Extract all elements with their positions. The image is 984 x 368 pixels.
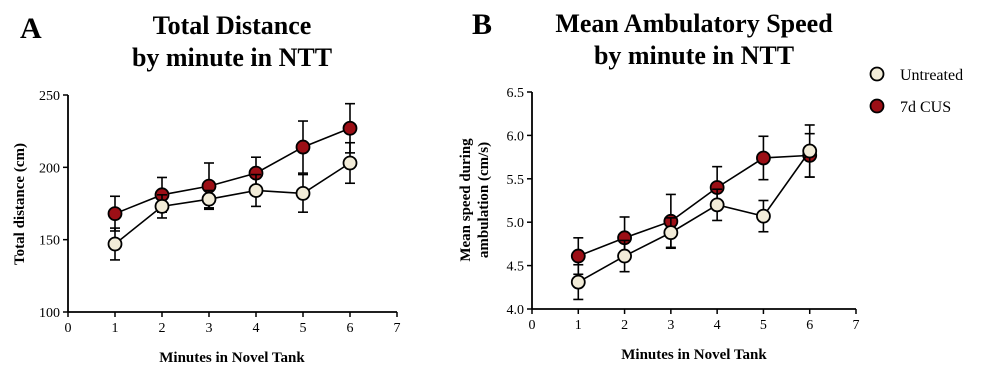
panel-b: B Mean Ambulatory Speed by minute in NTT… <box>458 8 860 363</box>
panel-a-untreated-point <box>342 155 358 171</box>
panel-b-y-tick-label: 6.5 <box>507 86 525 101</box>
panel-b-y-tick-label: 4.0 <box>507 303 525 318</box>
panel-a-untreated-point <box>248 183 264 198</box>
panel-b-7d-cus-point <box>756 150 771 166</box>
panel-b-title-line-1: Mean Ambulatory Speed <box>555 9 833 38</box>
panel-b-untreated-point <box>802 143 818 159</box>
panel-a-untreated-series-line <box>114 162 351 245</box>
panel-b-x-tick-label: 7 <box>853 318 860 333</box>
panel-b-untreated-point <box>709 197 725 213</box>
panel-a-x-tick-label: 1 <box>112 321 119 336</box>
panel-a-title-line-2: by minute in NTT <box>132 43 332 72</box>
panel-b-plot: 0 1 2 3 4 5 6 7 4.0 4.5 5.0 5.5 6.0 6.5 <box>507 86 860 333</box>
panel-b-x-axis-title: Minutes in Novel Tank <box>621 347 767 363</box>
panel-a-untreated-point <box>201 191 217 207</box>
panel-b-y-tick-label: 6.0 <box>507 129 525 144</box>
legend-marker-7d-cus <box>869 98 885 114</box>
panel-a-x-axis-title: Minutes in Novel Tank <box>159 350 305 366</box>
panel-a-7d-cus-point <box>342 120 358 136</box>
panel-a-letter: A <box>20 12 42 45</box>
panel-b-x-tick-label: 1 <box>575 318 582 333</box>
panel-b-x-tick-label: 2 <box>621 318 628 333</box>
panel-a-y-axis-title: Total distance (cm) <box>12 143 28 265</box>
panel-a-x-tick-label: 2 <box>159 321 166 336</box>
panel-b-untreated-point <box>756 208 771 224</box>
legend-label-7d-cus: 7d CUS <box>900 99 951 116</box>
panel-b-untreated-point <box>663 225 679 241</box>
panel-a: A Total Distance by minute in NTT 0 1 2 3 4 5… <box>12 11 401 366</box>
panel-a-plot: 0 1 2 3 4 5 6 7 100 150 200 250 <box>39 89 401 336</box>
panel-a-untreated-point <box>107 236 123 252</box>
panel-a-untreated-point <box>295 185 311 201</box>
panel-b-x-tick-label: 5 <box>760 318 767 333</box>
legend: Untreated 7d CUS <box>869 66 963 116</box>
panel-a-7d-cus-series-line <box>114 127 351 215</box>
panel-a-y-tick-label: 100 <box>39 306 60 321</box>
panel-a-y-tick-label: 200 <box>39 161 60 176</box>
panel-a-x-tick-label: 6 <box>347 321 354 336</box>
panel-b-title-line-2: by minute in NTT <box>594 41 794 70</box>
panel-b-x-tick-label: 6 <box>806 318 813 333</box>
panel-b-x-tick-label: 4 <box>714 318 721 333</box>
panel-b-7d-cus-point <box>570 248 586 264</box>
panel-b-y-axis-title-line-2: ambulation (cm/s) <box>476 142 492 258</box>
panel-b-untreated-point <box>617 248 632 264</box>
panel-a-x-tick-label: 0 <box>65 321 72 336</box>
panel-a-y-tick-label: 250 <box>39 89 60 104</box>
panel-b-7d-cus-series-line <box>577 154 810 257</box>
panel-a-7d-cus-point <box>295 139 311 155</box>
legend-label-untreated: Untreated <box>900 67 963 84</box>
panel-b-y-axis-title-line-1: Mean speed during <box>458 138 474 262</box>
panel-b-y-tick-label: 4.5 <box>507 260 525 275</box>
panel-b-x-tick-label: 0 <box>529 318 536 333</box>
panel-a-x-tick-label: 5 <box>300 321 307 336</box>
panel-b-x-tick-label: 3 <box>667 318 674 333</box>
panel-b-untreated-point <box>570 274 586 290</box>
panel-a-7d-cus-point <box>107 206 123 222</box>
panel-a-untreated-point <box>154 198 170 214</box>
legend-marker-untreated <box>869 66 885 82</box>
panel-a-x-tick-label: 7 <box>394 321 401 336</box>
panel-b-y-tick-label: 5.5 <box>507 173 525 188</box>
panel-a-x-tick-label: 3 <box>206 321 213 336</box>
panel-b-letter: B <box>472 8 492 41</box>
panel-a-y-tick-label: 150 <box>39 234 60 249</box>
panel-a-x-tick-label: 4 <box>253 321 260 336</box>
panel-b-y-tick-label: 5.0 <box>507 216 525 231</box>
panel-a-title-line-1: Total Distance <box>153 11 312 40</box>
panel-b-untreated-series-line <box>577 150 811 283</box>
